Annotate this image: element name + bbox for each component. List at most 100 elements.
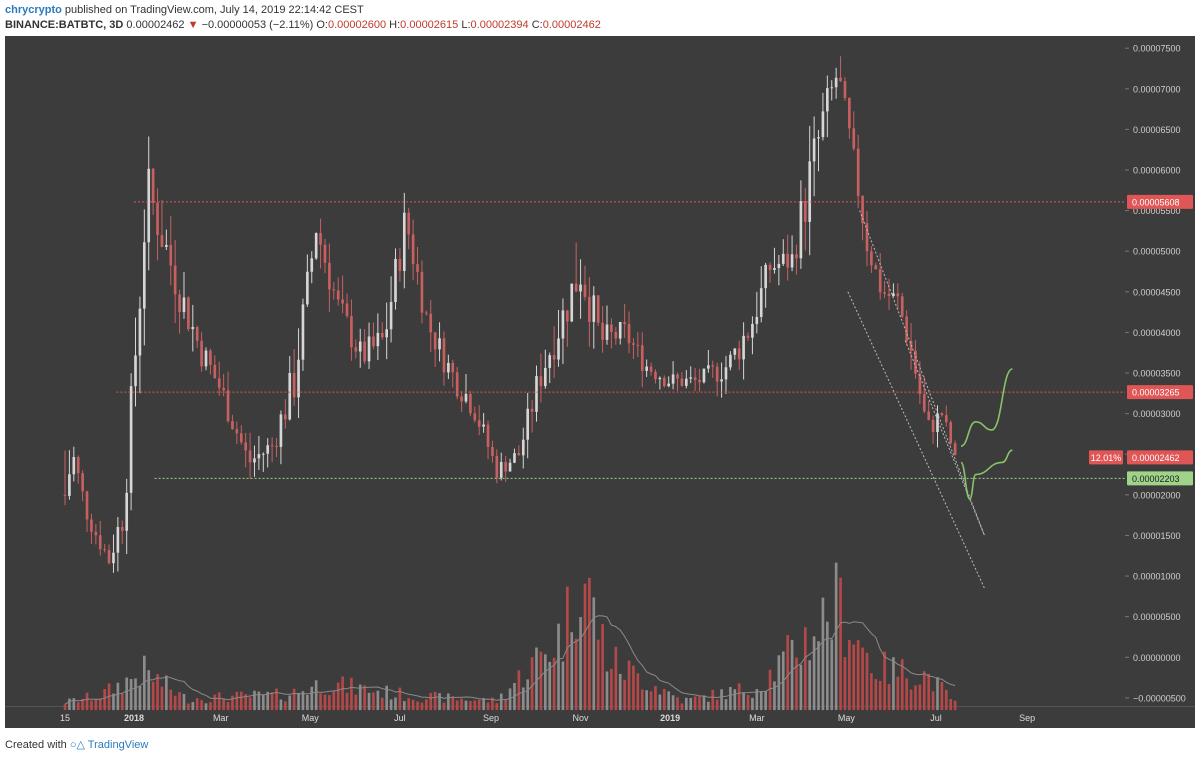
candle-body (623, 321, 626, 325)
support-price-label-box (1127, 471, 1193, 486)
price-tick-label: 0.00007500 (1133, 44, 1181, 54)
candle-body (927, 411, 931, 420)
candle-body (949, 422, 953, 444)
volume-bar (808, 660, 812, 711)
candle-body (513, 453, 516, 463)
candle-body (469, 393, 472, 414)
candle-body (570, 283, 574, 322)
volume-bar (204, 703, 208, 711)
candle-body (63, 494, 67, 496)
candle-body (380, 332, 384, 338)
candle-body (909, 340, 913, 351)
volume-bar (944, 689, 948, 711)
volume-bar (830, 639, 834, 711)
candle-body (279, 414, 283, 447)
volume-bar (433, 691, 437, 711)
candle-body (658, 377, 662, 380)
chart-area[interactable]: 0.00007500 0.00007000 0.00006500 0.00006000… (5, 36, 1195, 728)
volume-bar (94, 698, 98, 711)
price-chart[interactable]: 0.00007500 0.00007000 0.00006500 0.00006000… (5, 36, 1195, 728)
candle-body (900, 296, 904, 317)
volume-bar (667, 691, 671, 711)
volume-bar (671, 695, 675, 711)
volume-bar (358, 684, 362, 711)
candle-body (755, 316, 759, 324)
candle-body (68, 474, 71, 496)
candle-body (341, 299, 344, 304)
volume-bar (751, 697, 754, 711)
candle-body (257, 454, 261, 459)
volume-bar (209, 702, 212, 711)
candle-body (389, 302, 393, 330)
volume-bar (195, 698, 199, 711)
candle-body (530, 408, 534, 412)
volume-bar (759, 691, 763, 711)
volume-bar (85, 692, 89, 711)
candle-body (447, 362, 450, 373)
candle-body (561, 310, 565, 339)
author-link[interactable]: chrycrypto (5, 4, 62, 16)
volume-bar (535, 647, 538, 711)
volume-bar (90, 700, 93, 711)
last-price-label-text: 0.00002462 (1132, 453, 1180, 463)
candle-body (834, 77, 838, 88)
candle-body (235, 429, 239, 434)
volume-bar (684, 697, 688, 711)
candle-body (94, 531, 98, 536)
resistance-price-label-box (1127, 385, 1193, 400)
candle-body (905, 316, 908, 341)
volume-bar (755, 689, 759, 711)
candle-body (98, 535, 102, 550)
tradingview-brand[interactable]: TradingView (87, 739, 149, 751)
change-percent-box (1089, 450, 1123, 465)
candle-body (433, 332, 437, 350)
candle-body (358, 341, 362, 352)
created-with-text: Created with (5, 739, 67, 751)
volume-bar (156, 674, 159, 711)
candle-body (76, 457, 80, 474)
candle-body (870, 251, 873, 266)
volume-bar (63, 704, 67, 711)
volume-bar (649, 691, 653, 711)
volume-bar (270, 692, 274, 711)
candle-body (627, 324, 631, 344)
candle-body (169, 244, 173, 266)
candle-body (398, 258, 402, 271)
volume-bar (605, 671, 609, 711)
volume-bar (328, 695, 331, 711)
volume-bar (306, 694, 309, 711)
candle-body (72, 457, 76, 475)
volume-bar (217, 692, 221, 711)
candle-body (328, 262, 331, 290)
price-tick-label: −0.00000500 (1133, 693, 1186, 703)
plot-background (5, 36, 1125, 706)
volume-bar (790, 639, 794, 711)
volume-bar (896, 676, 900, 711)
volume-bar (689, 698, 693, 711)
volume-bar (367, 692, 371, 711)
candle-body (552, 355, 556, 360)
volume-bar (142, 655, 146, 711)
volume-bar (398, 687, 402, 711)
volume-bar (579, 617, 582, 711)
candle-body (385, 329, 388, 338)
volume-bar (292, 688, 296, 711)
volume-bar (746, 694, 750, 711)
volume-bar (627, 660, 631, 711)
candle-body (187, 297, 190, 330)
volume-bar (129, 679, 133, 711)
resistance-price-label-text: 0.00003265 (1132, 388, 1180, 398)
candle-body (301, 304, 305, 360)
candle-body (521, 439, 525, 456)
candle-body (667, 383, 671, 387)
volume-bar (389, 699, 393, 711)
volume-bar (601, 624, 604, 711)
volume-bar (438, 693, 441, 711)
candle-body (499, 461, 503, 478)
candle-body (676, 374, 679, 379)
candle-body (266, 445, 270, 454)
candle-body (557, 338, 560, 360)
volume-bar (839, 577, 842, 711)
volume-bar (931, 691, 935, 711)
candle-body (81, 473, 84, 492)
